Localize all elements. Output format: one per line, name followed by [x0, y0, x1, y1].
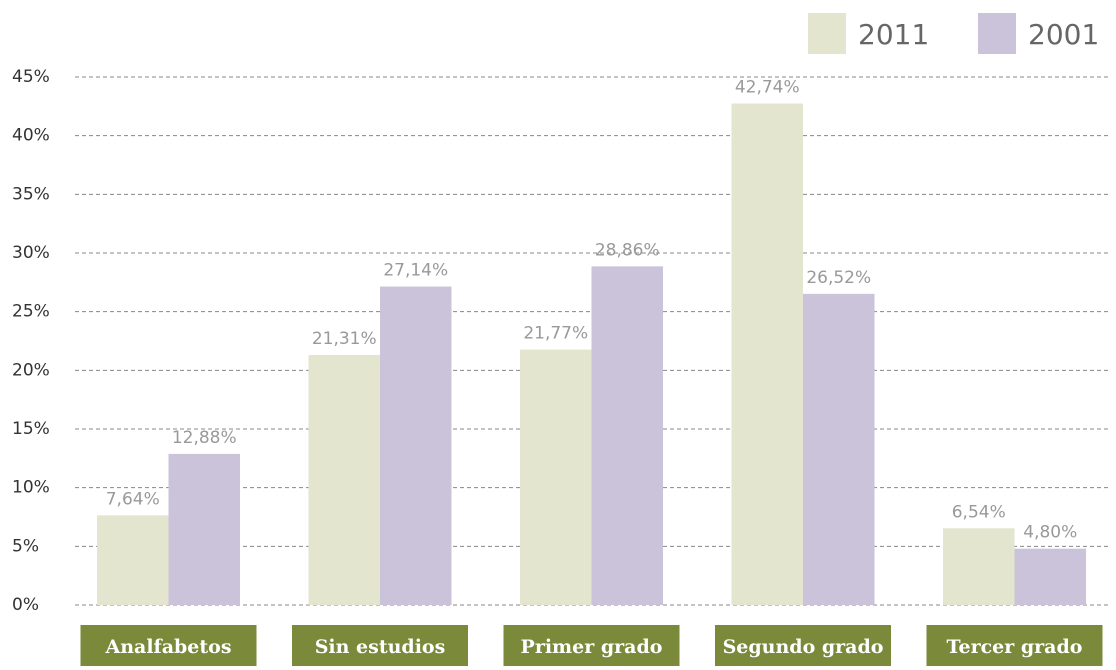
x-tick-label: Sin estudios	[315, 636, 446, 658]
value-label: 7,64%	[106, 489, 160, 509]
value-label: 27,14%	[383, 261, 448, 281]
value-label: 21,31%	[312, 329, 377, 349]
bar	[943, 528, 1015, 605]
category-box	[715, 625, 891, 666]
bar	[380, 286, 452, 605]
y-tick-label: 45%	[12, 67, 50, 87]
value-label: 42,74%	[735, 78, 800, 98]
y-tick-label: 40%	[12, 126, 50, 146]
value-label: 28,86%	[595, 240, 660, 260]
y-tick-label: 15%	[12, 419, 50, 439]
legend-label: 2011	[858, 18, 929, 51]
x-tick-label: Analfabetos	[104, 636, 231, 658]
y-tick-label: 35%	[12, 184, 50, 204]
bar	[308, 354, 380, 605]
legend-swatch	[978, 13, 1016, 54]
bar	[168, 453, 240, 605]
legend-label: 2001	[1028, 18, 1099, 51]
value-label: 6,54%	[952, 502, 1006, 522]
x-tick-label: Tercer grado	[947, 636, 1083, 658]
category-box	[292, 625, 468, 666]
x-tick-label: Primer grado	[521, 636, 663, 658]
legend-swatch	[808, 13, 846, 54]
bar	[591, 266, 663, 605]
y-tick-label: 20%	[12, 360, 50, 380]
bar	[97, 515, 169, 605]
category-box	[503, 625, 680, 666]
value-label: 12,88%	[172, 428, 237, 448]
x-tick-label: Segundo grado	[723, 636, 884, 658]
bar	[803, 293, 875, 605]
bar	[731, 103, 803, 605]
category-box	[926, 625, 1103, 666]
value-label: 26,52%	[806, 268, 871, 288]
y-tick-label: 0%	[12, 595, 39, 615]
y-tick-label: 25%	[12, 302, 50, 322]
y-tick-label: 5%	[12, 536, 39, 556]
category-box	[80, 625, 257, 666]
y-tick-label: 10%	[12, 478, 50, 498]
bar	[1014, 548, 1086, 605]
bar	[520, 349, 592, 605]
value-label: 4,80%	[1023, 523, 1077, 543]
y-tick-label: 30%	[12, 243, 50, 263]
value-label: 21,77%	[523, 324, 588, 344]
